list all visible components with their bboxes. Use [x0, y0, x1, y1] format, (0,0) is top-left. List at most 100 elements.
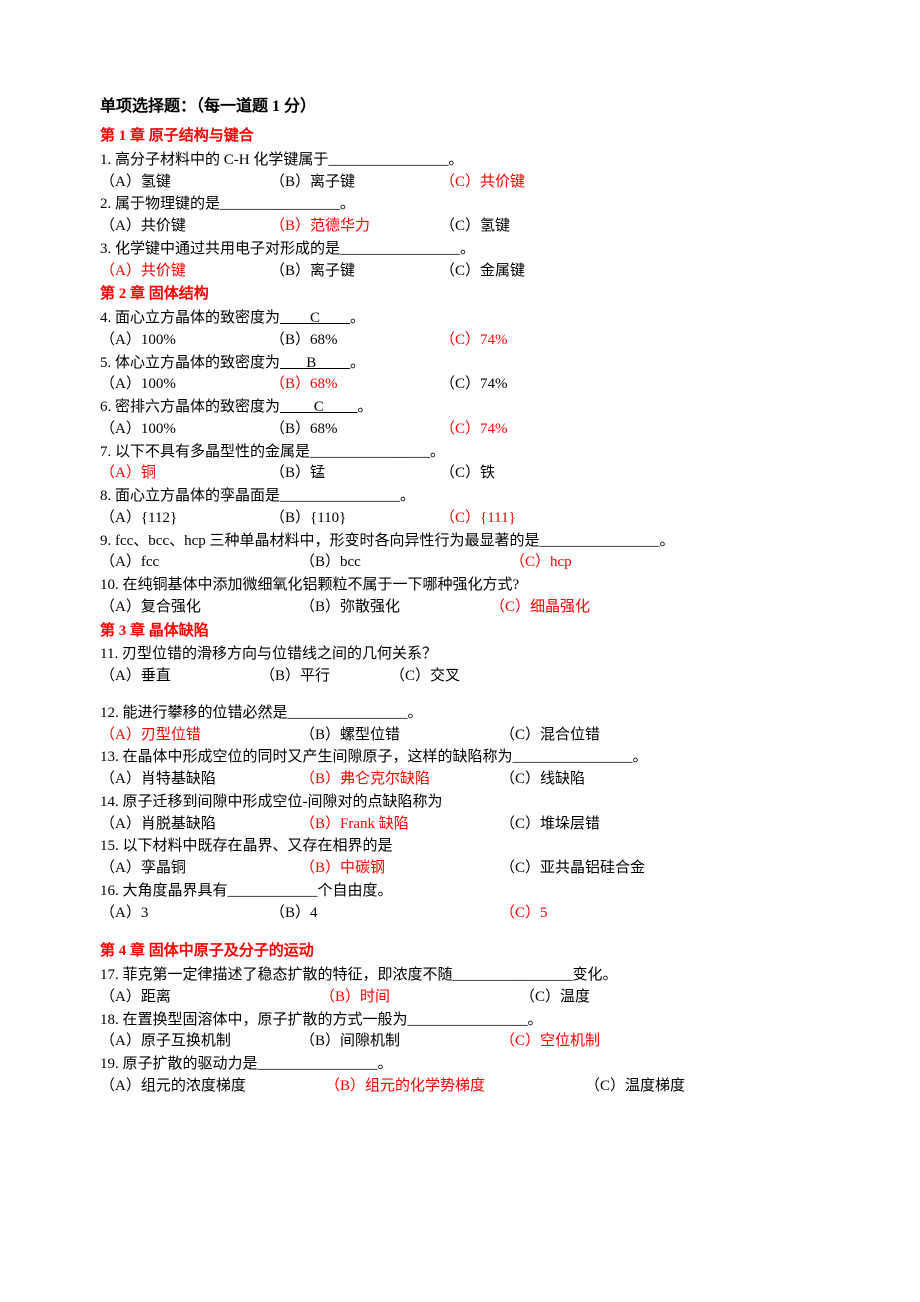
q6-opt-b: （B）68% — [270, 419, 440, 441]
q4-stem-pre: 4. 面心立方晶体的致密度为 — [100, 310, 280, 326]
q13-stem: 13. 在晶体中形成空位的同时又产生间隙原子，这样的缺陷称为__________… — [100, 747, 820, 769]
q19-opt-a: （A）组元的浓度梯度 — [100, 1076, 325, 1098]
question-9: 9. fcc、bcc、hcp 三种单晶材料中，形变时各向异性行为最显著的是___… — [100, 531, 820, 575]
q4-opt-c: （C）74% — [440, 330, 508, 352]
q9-opt-c: （C）hcp — [510, 552, 572, 574]
q17-stem: 17. 菲克第一定律描述了稳态扩散的特征，即浓度不随______________… — [100, 965, 820, 987]
q4-blank-right — [320, 310, 350, 326]
q12-opt-c: （C）混合位错 — [500, 725, 600, 747]
q19-stem: 19. 原子扩散的驱动力是________________。 — [100, 1054, 820, 1076]
question-10: 10. 在纯铜基体中添加微细氧化铝颗粒不属于一下哪种强化方式? （A）复合强化 … — [100, 575, 820, 619]
q6-opt-c: （C）74% — [440, 419, 508, 441]
q19-opt-c: （C）温度梯度 — [585, 1076, 685, 1098]
q5-opt-b: （B）68% — [270, 374, 440, 396]
q5-blank-right — [316, 355, 350, 371]
q4-opt-a: （A）100% — [100, 330, 270, 352]
q15-stem: 15. 以下材料中既存在晶界、又存在相界的是 — [100, 836, 820, 858]
q1-opt-a: （A）氢键 — [100, 172, 270, 194]
q13-opt-a: （A）肖特基缺陷 — [100, 769, 300, 791]
q7-opt-b: （B）锰 — [270, 463, 440, 485]
q7-opt-c: （C）铁 — [440, 463, 495, 485]
question-13: 13. 在晶体中形成空位的同时又产生间隙原子，这样的缺陷称为__________… — [100, 747, 820, 791]
q6-stem-post: 。 — [358, 399, 373, 415]
q5-blank-left — [280, 355, 306, 371]
q6-stem: 6. 密排六方晶体的致密度为 C 。 — [100, 397, 820, 419]
q6-stem-pre: 6. 密排六方晶体的致密度为 — [100, 399, 280, 415]
q14-opt-a: （A）肖脱基缺陷 — [100, 814, 300, 836]
q18-opt-c: （C）空位机制 — [500, 1031, 600, 1053]
question-15: 15. 以下材料中既存在晶界、又存在相界的是 （A）孪晶铜 （B）中碳钢 （C）… — [100, 836, 820, 880]
question-1: 1. 高分子材料中的 C-H 化学键属于________________。 （A… — [100, 150, 820, 194]
q5-stem-pre: 5. 体心立方晶体的致密度为 — [100, 355, 280, 371]
q11-stem: 11. 刃型位错的滑移方向与位错线之间的几何关系？ — [100, 644, 820, 666]
chapter-4-heading: 第 4 章 固体中原子及分子的运动 — [100, 941, 820, 963]
question-3: 3. 化学键中通过共用电子对形成的是________________。 （A）共… — [100, 239, 820, 283]
q15-opt-c: （C）亚共晶铝硅合金 — [500, 858, 645, 880]
q19-opt-b: （B）组元的化学势梯度 — [325, 1076, 585, 1098]
q2-opt-b: （B）范德华力 — [270, 216, 440, 238]
q10-stem: 10. 在纯铜基体中添加微细氧化铝颗粒不属于一下哪种强化方式? — [100, 575, 820, 597]
question-7: 7. 以下不具有多晶型性的金属是________________。 （A）铜 （… — [100, 442, 820, 486]
q15-opt-b: （B）中碳钢 — [300, 858, 500, 880]
q18-opt-b: （B）间隙机制 — [300, 1031, 500, 1053]
question-11: 11. 刃型位错的滑移方向与位错线之间的几何关系？ （A）垂直 （B）平行 （C… — [100, 644, 820, 688]
q11-opt-b: （B）平行 — [260, 666, 390, 688]
question-19: 19. 原子扩散的驱动力是________________。 （A）组元的浓度梯… — [100, 1054, 820, 1098]
q4-opt-b: （B）68% — [270, 330, 440, 352]
q8-opt-b: （B）{110} — [270, 508, 440, 530]
q8-opt-a: （A）{112} — [100, 508, 270, 530]
q11-opt-c: （C）交叉 — [390, 666, 460, 688]
question-2: 2. 属于物理键的是________________。 （A）共价键 （B）范德… — [100, 194, 820, 238]
q14-opt-b: （B）Frank 缺陷 — [300, 814, 500, 836]
q14-stem: 14. 原子迁移到间隙中形成空位-间隙对的点缺陷称为 — [100, 792, 820, 814]
question-5: 5. 体心立方晶体的致密度为 B 。 （A）100% （B）68% （C）74% — [100, 353, 820, 397]
q12-opt-b: （B）螺型位错 — [300, 725, 500, 747]
q6-blank-left — [280, 399, 314, 415]
q16-opt-a: （A）3 — [100, 903, 270, 925]
question-6: 6. 密排六方晶体的致密度为 C 。 （A）100% （B）68% （C）74% — [100, 397, 820, 441]
question-8: 8. 面心立方晶体的孪晶面是________________。 （A）{112}… — [100, 486, 820, 530]
q16-opt-c: （C）5 — [500, 903, 548, 925]
q5-stem-post: 。 — [350, 355, 365, 371]
q15-opt-a: （A）孪晶铜 — [100, 858, 300, 880]
q4-stem: 4. 面心立方晶体的致密度为 C 。 — [100, 308, 820, 330]
q10-opt-a: （A）复合强化 — [100, 597, 300, 619]
q12-opt-a: （A）刃型位错 — [100, 725, 300, 747]
question-18: 18. 在置换型固溶体中，原子扩散的方式一般为________________。… — [100, 1010, 820, 1054]
q4-stem-mid: C — [310, 310, 320, 326]
question-17: 17. 菲克第一定律描述了稳态扩散的特征，即浓度不随______________… — [100, 965, 820, 1009]
q7-stem: 7. 以下不具有多晶型性的金属是________________。 — [100, 442, 820, 464]
spacer — [100, 689, 820, 703]
question-12: 12. 能进行攀移的位错必然是________________。 （A）刃型位错… — [100, 703, 820, 747]
page-title: 单项选择题：（每一道题 1 分） — [100, 95, 820, 118]
q3-opt-c: （C）金属键 — [440, 261, 525, 283]
q5-stem-mid: B — [306, 355, 316, 371]
q14-opt-c: （C）堆垛层错 — [500, 814, 600, 836]
q5-stem: 5. 体心立方晶体的致密度为 B 。 — [100, 353, 820, 375]
q10-opt-b: （B）弥散强化 — [300, 597, 490, 619]
q6-stem-mid: C — [314, 399, 324, 415]
chapter-2-heading: 第 2 章 固体结构 — [100, 284, 820, 306]
chapter-1-heading: 第 1 章 原子结构与键合 — [100, 126, 820, 148]
q5-opt-a: （A）100% — [100, 374, 270, 396]
q16-opt-b: （B）4 — [270, 903, 500, 925]
q4-stem-post: 。 — [350, 310, 365, 326]
q5-opt-c: （C）74% — [440, 374, 508, 396]
q18-stem: 18. 在置换型固溶体中，原子扩散的方式一般为________________。 — [100, 1010, 820, 1032]
q9-opt-a: （A）fcc — [100, 552, 300, 574]
q3-opt-b: （B）离子键 — [270, 261, 440, 283]
q6-blank-right — [324, 399, 358, 415]
q13-opt-c: （C）线缺陷 — [500, 769, 585, 791]
q3-opt-a: （A）共价键 — [100, 261, 270, 283]
q8-stem: 8. 面心立方晶体的孪晶面是________________。 — [100, 486, 820, 508]
q4-blank-left — [280, 310, 310, 326]
q7-opt-a: （A）铜 — [100, 463, 270, 485]
q3-stem: 3. 化学键中通过共用电子对形成的是________________。 — [100, 239, 820, 261]
q17-opt-c: （C）温度 — [520, 987, 590, 1009]
q17-opt-a: （A）距离 — [100, 987, 320, 1009]
chapter-3-heading: 第 3 章 晶体缺陷 — [100, 621, 820, 643]
q2-opt-c: （C）氢键 — [440, 216, 510, 238]
q6-opt-a: （A）100% — [100, 419, 270, 441]
spacer-2 — [100, 925, 820, 939]
q18-opt-a: （A）原子互换机制 — [100, 1031, 300, 1053]
